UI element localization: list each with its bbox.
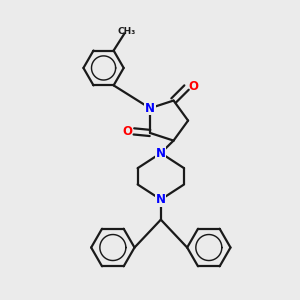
Text: N: N [145, 102, 155, 115]
Text: CH₃: CH₃ [118, 26, 136, 35]
Text: N: N [156, 193, 166, 206]
Text: O: O [122, 125, 132, 138]
Text: O: O [188, 80, 198, 92]
Text: N: N [156, 147, 166, 160]
